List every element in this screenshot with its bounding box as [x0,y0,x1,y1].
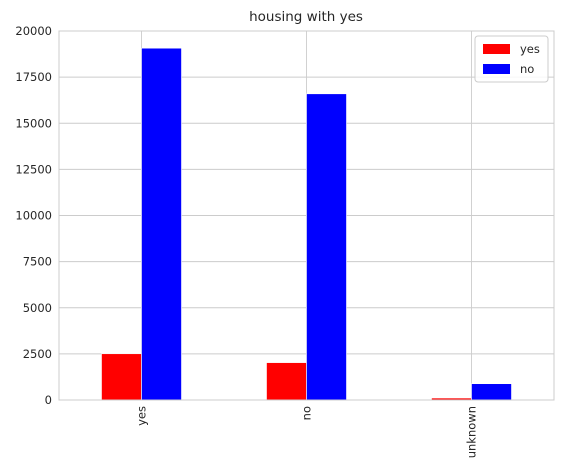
bar-no-yes [141,47,182,401]
legend: yes no [474,35,549,83]
y-tick-label: 7500 [23,255,52,269]
y-tick-label: 12500 [15,162,52,176]
x-tick-label: no [300,406,314,420]
bar-no-unknown [471,383,512,401]
y-tick-label: 10000 [15,209,52,223]
legend-swatch-no [483,64,510,74]
y-tick-label: 2500 [23,347,52,361]
legend-label: no [520,62,534,76]
bars [101,47,512,401]
x-tick-label: yes [135,406,149,426]
y-tick-label: 15000 [15,116,52,130]
legend-swatch-yes [483,44,510,54]
x-tick-label: unknown [465,406,479,458]
chart-title: housing with yes [249,9,363,25]
bar-yes-yes [101,353,142,401]
plot-frame [58,30,555,401]
x-tick-labels: yes no unknown [135,406,479,458]
bar-yes-no [266,362,307,401]
y-tick-label: 0 [45,393,52,407]
y-tick-label: 17500 [15,70,52,84]
y-tick-label: 5000 [23,301,52,315]
bar-no-no [306,93,347,401]
y-tick-labels: 0 2500 5000 7500 10000 12500 15000 17500 20000 [15,24,52,407]
y-tick-label: 20000 [15,24,52,38]
legend-label: yes [520,42,540,56]
